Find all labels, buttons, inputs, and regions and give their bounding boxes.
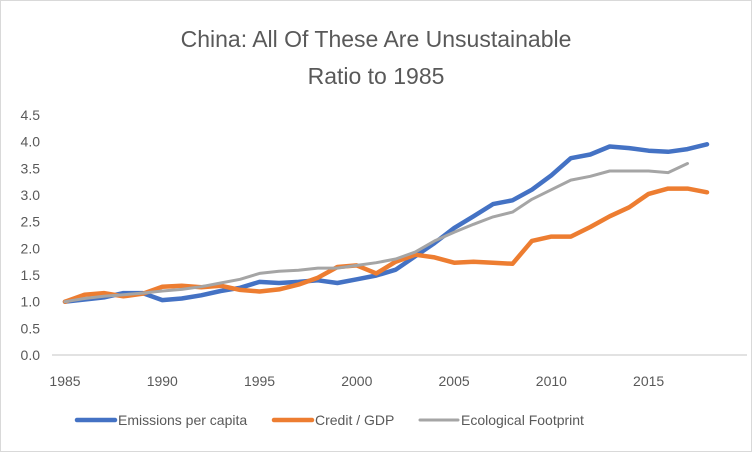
legend: Emissions per capita Credit / GDP Ecologic… <box>74 412 584 428</box>
series-line-ecological-footprint <box>63 162 689 304</box>
y-tick-label: 1.5 <box>21 267 41 283</box>
x-tick-label: 1995 <box>244 373 275 389</box>
y-tick-label: 3.0 <box>21 187 41 203</box>
y-tick-label: 2.5 <box>21 214 41 230</box>
x-tick-label: 2015 <box>633 373 664 389</box>
y-tick-label: 3.5 <box>21 160 41 176</box>
y-tick-label: 0.0 <box>21 347 41 363</box>
x-tick-label: 2005 <box>439 373 470 389</box>
legend-label: Credit / GDP <box>315 412 394 428</box>
y-tick-label: 2.0 <box>21 240 41 256</box>
x-tick-label: 2010 <box>536 373 567 389</box>
y-tick-label: 1.0 <box>21 294 41 310</box>
y-tick-label: 4.5 <box>21 107 41 123</box>
series-line-credit-gdp <box>62 186 710 304</box>
plot-lines <box>62 142 710 304</box>
chart-title: China: All Of These Are Unsustainable <box>180 26 572 52</box>
chart-subtitle: Ratio to 1985 <box>307 63 445 89</box>
series-line-emissions-per-capita <box>62 142 710 304</box>
x-tick-label: 2000 <box>341 373 372 389</box>
legend-label: Emissions per capita <box>118 412 247 428</box>
y-tick-label: 4.0 <box>21 134 41 150</box>
y-axis: 0.0 0.5 1.0 1.5 2.0 2.5 3.0 3.5 4.0 4.5 <box>21 107 41 363</box>
x-axis: 1985 1990 1995 2000 2005 2010 2015 <box>49 373 664 389</box>
legend-label: Ecological Footprint <box>461 412 584 428</box>
x-tick-label: 1985 <box>49 373 80 389</box>
y-tick-label: 0.5 <box>21 320 41 336</box>
x-tick-label: 1990 <box>147 373 178 389</box>
